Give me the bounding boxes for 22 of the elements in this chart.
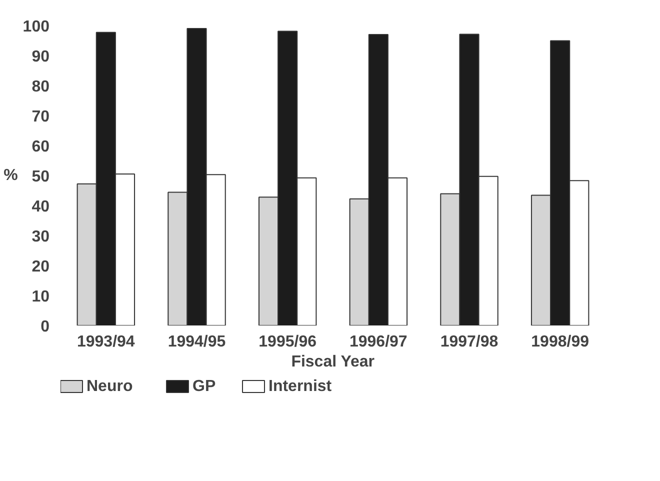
y-tick-label: 0 <box>40 318 50 336</box>
y-axis-title: % <box>4 167 18 184</box>
y-tick-label: 90 <box>32 48 50 66</box>
y-tick-label: 10 <box>32 288 50 306</box>
x-tick-label: 1995/96 <box>258 334 317 350</box>
x-tick-label: 1994/95 <box>168 334 226 350</box>
y-tick-label: 60 <box>32 138 50 156</box>
y-tick-label: 100 <box>22 18 50 36</box>
legend-label: GP <box>192 378 216 395</box>
x-axis-title: Fiscal Year <box>291 354 375 370</box>
y-tick-label: 80 <box>32 78 50 96</box>
x-tick-label: 1996/97 <box>350 334 408 350</box>
y-tick-label: 70 <box>32 108 50 126</box>
legend-label: Neuro <box>86 378 133 395</box>
x-tick-label: 1997/98 <box>440 334 498 350</box>
y-tick-label: 20 <box>32 258 50 276</box>
y-tick-label: 30 <box>32 228 50 246</box>
y-tick-label: 50 <box>32 168 50 186</box>
legend-label: Internist <box>268 378 332 395</box>
x-tick-label: 1993/94 <box>77 334 135 350</box>
x-tick-label: 1998/99 <box>531 334 590 350</box>
y-tick-label: 40 <box>32 198 50 216</box>
